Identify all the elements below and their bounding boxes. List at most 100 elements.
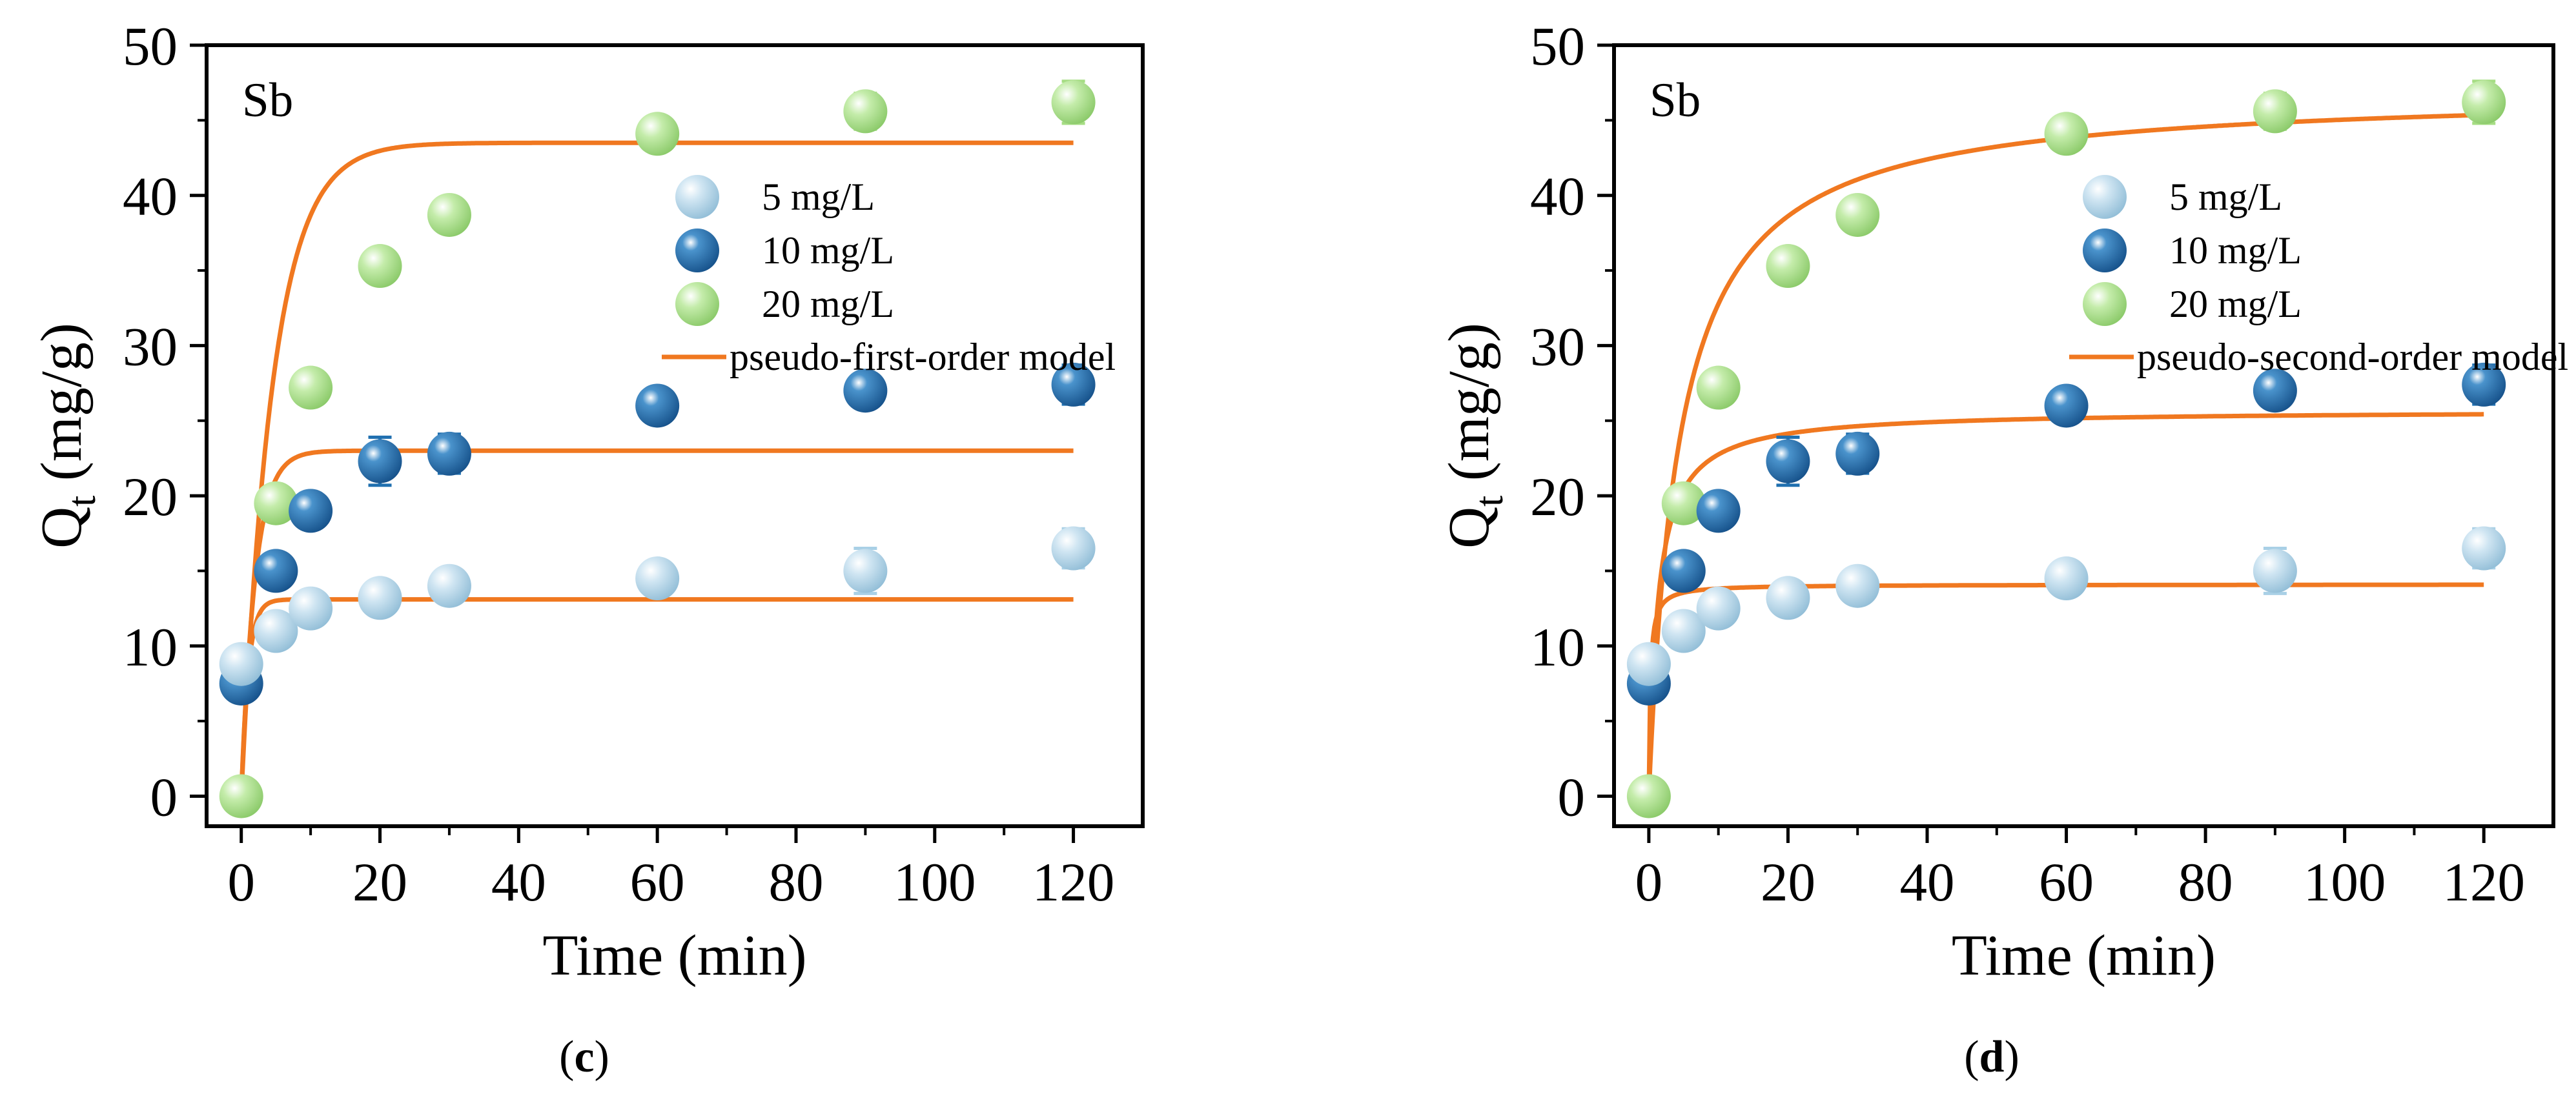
y-axis-title: Qt (mg/g)	[30, 323, 104, 549]
data-point-20-mg-l	[1626, 774, 1671, 818]
data-point-10-mg-l	[1051, 362, 1096, 407]
data-point-10-mg-l	[254, 549, 298, 593]
data-point-20-mg-l	[1835, 192, 1880, 237]
legend-marker	[675, 282, 719, 326]
y-tick-label: 0	[1558, 767, 1586, 828]
data-point-20-mg-l	[1661, 481, 1706, 525]
data-point-5-mg-l	[1696, 586, 1741, 631]
x-tick-label: 0	[1635, 852, 1663, 913]
panel-caption: (d)	[1964, 1032, 2019, 1082]
data-point-10-mg-l	[843, 369, 888, 413]
data-point-5-mg-l	[2462, 526, 2506, 571]
x-tick-label: 60	[630, 852, 685, 913]
data-point-10-mg-l	[635, 383, 680, 428]
data-point-20-mg-l	[843, 89, 888, 134]
data-point-20-mg-l	[2462, 80, 2506, 125]
x-tick-label: 20	[353, 852, 407, 913]
x-axis-title: Time (min)	[1952, 924, 2216, 988]
data-point-5-mg-l	[427, 564, 471, 608]
data-point-20-mg-l	[1766, 244, 1810, 289]
caption-letter: d	[1979, 1032, 2005, 1082]
legend-marker	[675, 175, 719, 219]
y-tick-label: 30	[123, 316, 178, 377]
x-tick-label: 120	[2442, 852, 2525, 913]
legend-marker	[2083, 229, 2127, 272]
data-point-10-mg-l	[1696, 489, 1741, 533]
legend-label: 10 mg/L	[2169, 229, 2302, 272]
plot-frame	[205, 43, 1145, 828]
y-tick-label: 10	[123, 617, 178, 678]
data-point-10-mg-l	[1835, 431, 1880, 476]
y-tick-label: 50	[123, 16, 178, 77]
caption-letter: c	[574, 1032, 594, 1082]
data-point-5-mg-l	[1835, 564, 1880, 608]
data-point-5-mg-l	[289, 586, 333, 631]
data-point-20-mg-l	[358, 244, 402, 289]
y-tick-label: 10	[1530, 617, 1585, 678]
y-axis-title-subscript: t	[60, 496, 104, 507]
x-tick-label: 100	[894, 852, 976, 913]
legend-marker	[675, 229, 719, 272]
data-point-5-mg-l	[1766, 576, 1810, 620]
data-point-20-mg-l	[2253, 89, 2297, 134]
y-axis-title-unit: (mg/g)	[30, 323, 94, 495]
panel-element-label: Sb	[1650, 74, 1701, 127]
data-point-5-mg-l	[219, 642, 263, 686]
legend-label: 20 mg/L	[762, 283, 894, 325]
chart-panel-d: 0 20 40 60 80 100 120 0 10 20 30 40 50 Time (min) Qt (…	[1437, 16, 2568, 1082]
x-tick-label: 80	[2178, 852, 2233, 913]
data-point-5-mg-l	[635, 556, 680, 601]
data-point-10-mg-l	[1766, 439, 1810, 483]
model-curve-5-mg-l	[1646, 582, 2485, 797]
data-point-5-mg-l	[1626, 642, 1671, 686]
data-point-5-mg-l	[2253, 549, 2297, 593]
legend-label: 10 mg/L	[762, 229, 894, 272]
y-axis-title-unit: (mg/g)	[1437, 323, 1501, 495]
data-point-10-mg-l	[358, 439, 402, 483]
data-point-10-mg-l	[1661, 549, 1706, 593]
y-tick-label: 50	[1530, 16, 1585, 77]
y-axis-title-main: Q	[1437, 507, 1501, 549]
y-axis-title-main: Q	[30, 507, 94, 549]
y-tick-label: 0	[150, 767, 178, 828]
x-tick-label: 80	[768, 852, 823, 913]
data-point-20-mg-l	[1051, 80, 1096, 125]
data-point-20-mg-l	[254, 481, 298, 525]
x-tick-label: 60	[2039, 852, 2094, 913]
data-point-20-mg-l	[427, 192, 471, 237]
legend-marker	[2083, 175, 2127, 219]
data-point-5-mg-l	[1051, 526, 1096, 571]
legend-label: pseudo-first-order model	[730, 336, 1116, 378]
y-tick-label: 40	[123, 167, 178, 227]
caption-close: )	[595, 1032, 609, 1082]
x-tick-label: 40	[1900, 852, 1955, 913]
x-tick-label: 120	[1032, 852, 1115, 913]
x-axis-title: Time (min)	[542, 924, 806, 988]
caption-close: )	[2004, 1032, 2019, 1082]
y-tick-label: 20	[1530, 467, 1585, 527]
data-point-20-mg-l	[1696, 365, 1741, 410]
data-point-5-mg-l	[254, 609, 298, 653]
data-point-20-mg-l	[289, 365, 333, 410]
legend-label: 5 mg/L	[762, 176, 875, 218]
data-point-5-mg-l	[2044, 556, 2089, 601]
x-tick-label: 40	[491, 852, 546, 913]
legend-marker	[2083, 282, 2127, 326]
model-curve-5-mg-l	[239, 597, 1074, 797]
x-tick-label: 0	[227, 852, 255, 913]
data-point-10-mg-l	[2044, 383, 2089, 428]
y-tick-label: 30	[1530, 316, 1585, 377]
data-point-20-mg-l	[219, 774, 263, 818]
legend-label: pseudo-second-order model	[2137, 336, 2568, 378]
legend-label: 20 mg/L	[2169, 283, 2302, 325]
data-point-10-mg-l	[289, 489, 333, 533]
x-tick-label: 100	[2304, 852, 2386, 913]
data-point-10-mg-l	[2462, 362, 2506, 407]
caption-open: (	[1964, 1032, 1979, 1082]
model-curve-10-mg-l	[239, 448, 1074, 797]
y-axis-title-subscript: t	[1467, 496, 1511, 507]
legend-label: 5 mg/L	[2169, 176, 2282, 218]
data-point-5-mg-l	[358, 576, 402, 620]
